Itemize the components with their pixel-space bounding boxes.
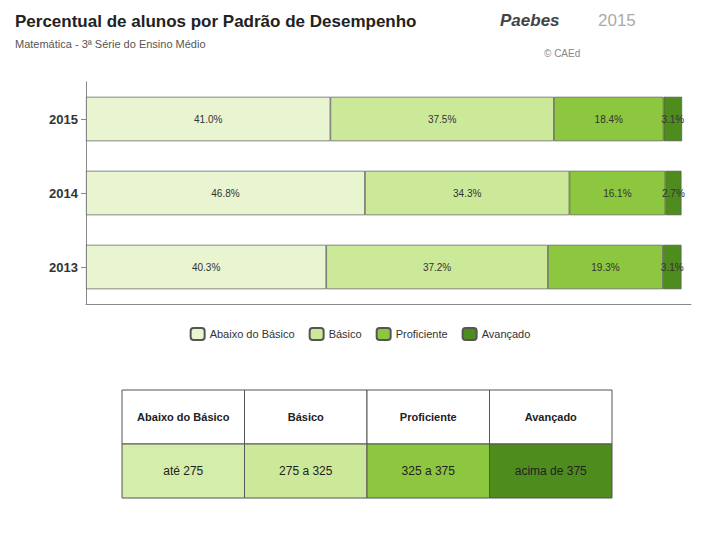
svg-text:2.7%: 2.7%: [662, 188, 685, 199]
svg-text:Abaixo do Básico: Abaixo do Básico: [210, 328, 295, 340]
svg-text:acima de 375: acima de 375: [515, 464, 587, 478]
svg-text:2013: 2013: [49, 260, 78, 275]
svg-text:275 a 325: 275 a 325: [279, 464, 333, 478]
svg-text:18.4%: 18.4%: [595, 114, 623, 125]
svg-text:40.3%: 40.3%: [192, 262, 220, 273]
svg-text:Percentual de alunos por Padrã: Percentual de alunos por Padrão de Desem…: [15, 12, 417, 31]
svg-text:3.1%: 3.1%: [661, 262, 684, 273]
svg-text:Avançado: Avançado: [482, 328, 531, 340]
svg-text:16.1%: 16.1%: [603, 188, 631, 199]
svg-text:até 275: até 275: [163, 464, 203, 478]
svg-text:325 a 375: 325 a 375: [402, 464, 456, 478]
svg-text:34.3%: 34.3%: [453, 188, 481, 199]
svg-text:Básico: Básico: [329, 328, 362, 340]
svg-text:Matemática - 3ª Série do Ensin: Matemática - 3ª Série do Ensino Médio: [15, 38, 206, 50]
svg-text:37.5%: 37.5%: [428, 114, 456, 125]
svg-text:3.1%: 3.1%: [661, 114, 684, 125]
svg-text:19.3%: 19.3%: [591, 262, 619, 273]
svg-text:Paebes: Paebes: [500, 11, 560, 30]
svg-text:41.0%: 41.0%: [194, 114, 222, 125]
svg-text:Proficiente: Proficiente: [400, 411, 457, 423]
svg-text:37.2%: 37.2%: [423, 262, 451, 273]
svg-text:Básico: Básico: [288, 411, 324, 423]
svg-text:2015: 2015: [598, 11, 636, 30]
svg-text:46.8%: 46.8%: [211, 188, 239, 199]
svg-text:Proficiente: Proficiente: [396, 328, 448, 340]
svg-text:Avançado: Avançado: [525, 411, 577, 423]
svg-text:© CAEd: © CAEd: [544, 48, 580, 59]
svg-text:Abaixo do Básico: Abaixo do Básico: [137, 411, 230, 423]
svg-text:2014: 2014: [49, 186, 79, 201]
svg-text:2015: 2015: [49, 112, 78, 127]
